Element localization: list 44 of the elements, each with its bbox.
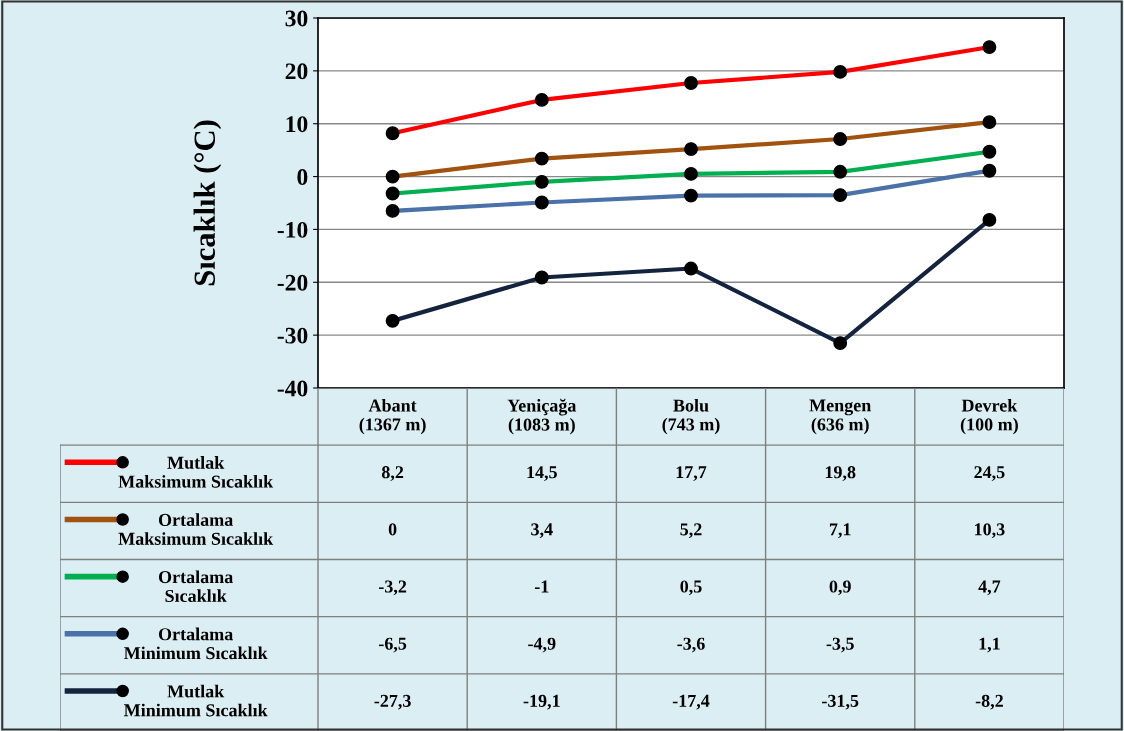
data-label: 14,5 [527, 466, 557, 481]
y-tick-label: -40 [277, 380, 308, 397]
data-label: -27,3 [374, 694, 411, 710]
x-tick-label: Bolu (743 m) [662, 398, 720, 435]
data-label: 0,9 [829, 580, 851, 596]
legend-label: Ortalama Minimum Sıcaklık [123, 627, 268, 660]
data-label: -17,4 [672, 694, 710, 710]
y-tick-label: 30 [285, 10, 308, 27]
data-label: 3,4 [531, 523, 553, 539]
y-tick-label: 10 [286, 116, 308, 133]
data-label: 1,1 [979, 637, 1000, 653]
data-label: 24,5 [974, 466, 1005, 481]
data-label: -3,5 [826, 637, 854, 653]
data-label: 17,7 [676, 466, 707, 481]
y-axis-title: Sıcaklık (°C) [193, 120, 222, 286]
data-label: -31,5 [822, 694, 859, 710]
data-label: -4,9 [528, 637, 556, 653]
y-tick-label: -20 [277, 274, 308, 291]
data-label: -8,2 [975, 694, 1003, 710]
y-tick-label: -30 [277, 327, 308, 344]
data-label: 0,5 [680, 580, 702, 596]
data-label: -3,2 [378, 580, 407, 596]
data-label: 8,2 [381, 466, 404, 481]
data-label: 5,2 [680, 523, 702, 539]
legend-label: Ortalama Sıcaklık [158, 570, 233, 603]
data-label: -3,6 [677, 637, 705, 653]
data-label: 0 [388, 523, 397, 536]
y-tick-label: 20 [285, 63, 308, 80]
y-tick-label: 0 [297, 169, 308, 185]
data-label: 4,7 [978, 580, 1001, 596]
data-label: -19,1 [523, 694, 560, 710]
data-label: -1 [534, 580, 549, 593]
legend-label: Mutlak Maksimum Sıcaklık [118, 456, 274, 488]
legend-label: Ortalama Maksimum Sıcaklık [118, 513, 274, 545]
data-label: 7,1 [829, 523, 851, 539]
x-tick-label: Mengen (636 m) [809, 399, 872, 435]
x-tick-label: Abant (1367 m) [359, 398, 426, 435]
x-tick-label: Yeniçağa (1083 m) [507, 398, 577, 435]
data-label: -6,5 [378, 637, 407, 653]
data-label: 10,3 [975, 523, 1005, 539]
data-label: 19,8 [825, 466, 856, 481]
y-tick-label: -10 [277, 221, 308, 238]
x-tick-label: Devrek (100 m) [960, 398, 1018, 435]
legend-label: Mutlak Minimum Sıcaklık [123, 684, 268, 717]
